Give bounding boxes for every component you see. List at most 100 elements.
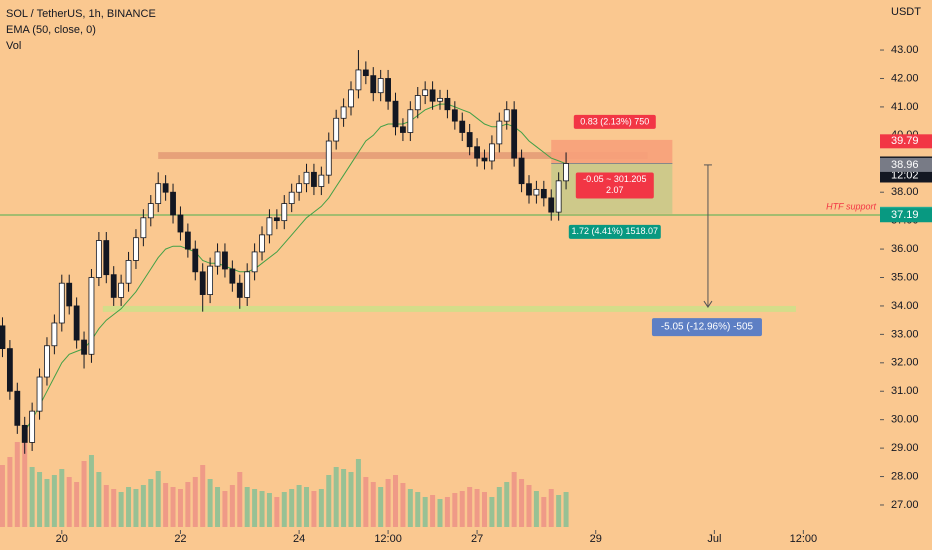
volume-bar xyxy=(259,491,265,527)
candle-body xyxy=(311,171,317,187)
candle-body xyxy=(362,69,369,77)
stop-zone xyxy=(551,139,673,164)
y-tick-label: 27.00 xyxy=(891,499,919,511)
volume-bar xyxy=(467,487,473,527)
volume-bar xyxy=(526,485,532,527)
candle-body xyxy=(170,191,176,216)
candle-body xyxy=(125,260,132,284)
volume-bar xyxy=(51,475,57,527)
volume-bar xyxy=(29,467,35,527)
volume-bar xyxy=(118,492,124,527)
target-label: 1.72 (4.41%) 1518.07 xyxy=(572,226,659,236)
htf-support-label: HTF support xyxy=(826,201,876,211)
price-label-box xyxy=(880,157,932,172)
candle-body xyxy=(489,143,495,162)
candle-body xyxy=(88,277,95,355)
candle-body xyxy=(14,390,21,426)
volume-bar xyxy=(7,457,13,527)
volume-bar xyxy=(185,482,191,527)
candle-body xyxy=(451,109,458,122)
candle-body xyxy=(333,117,340,142)
volume-bar xyxy=(370,482,376,527)
volume-bar xyxy=(444,497,450,527)
y-tick-label: 36.00 xyxy=(891,243,919,255)
candle-body xyxy=(555,180,562,213)
candle-body xyxy=(414,95,421,111)
candle-body xyxy=(370,75,377,94)
volume-bar xyxy=(459,491,465,527)
volume-bar xyxy=(0,465,5,527)
volume-bar xyxy=(326,475,332,527)
candle-body xyxy=(236,282,243,298)
candle-body xyxy=(392,100,399,128)
volume-bar xyxy=(244,487,250,527)
candle-body xyxy=(44,345,50,378)
volume-bar xyxy=(289,489,295,527)
volume-bar xyxy=(519,479,525,527)
y-tick-label: 30.00 xyxy=(891,414,919,426)
price-label-box xyxy=(880,134,932,149)
candle-body xyxy=(429,89,436,102)
candle-body xyxy=(184,231,191,250)
volume-bar xyxy=(474,489,480,527)
candle-body xyxy=(73,305,80,341)
volume-bar xyxy=(281,492,287,527)
candle-body xyxy=(422,89,429,96)
candle-body xyxy=(459,120,466,133)
volume-bar xyxy=(44,479,50,527)
y-tick-label: 34.00 xyxy=(891,300,919,312)
candle-body xyxy=(444,97,451,111)
volume-bar xyxy=(437,499,443,527)
volume-bar xyxy=(481,492,487,527)
candle-body xyxy=(177,214,184,233)
x-tick-label: 22 xyxy=(174,533,186,545)
volume-bar xyxy=(170,487,176,527)
y-tick-label: 35.00 xyxy=(891,271,919,283)
pnl-label: 2.07 xyxy=(606,185,624,195)
volume-bar xyxy=(496,487,502,527)
candle-body xyxy=(303,171,310,185)
candle-body xyxy=(214,251,221,267)
y-tick-label: 43.00 xyxy=(891,44,919,56)
volume-bar xyxy=(37,472,43,527)
y-tick-label: 42.00 xyxy=(891,72,919,84)
candle-body xyxy=(162,183,169,193)
volume-bar xyxy=(504,482,510,527)
volume-bar xyxy=(489,497,495,527)
candle-body xyxy=(526,183,532,196)
volume-bar xyxy=(222,491,228,527)
countdown-label: 12:02 xyxy=(891,169,919,181)
candle-body xyxy=(355,69,362,91)
volume-bar xyxy=(341,469,347,527)
volume-bar xyxy=(133,489,139,527)
x-tick-label: 12:00 xyxy=(374,533,402,545)
measure-label: -5.05 (-12.96%) -505 xyxy=(661,322,754,333)
y-tick-label: 29.00 xyxy=(891,442,919,454)
volume-bar xyxy=(163,483,169,527)
volume-bar xyxy=(140,485,146,527)
candle-body xyxy=(518,157,525,185)
candle-body xyxy=(407,109,414,133)
candle-body xyxy=(533,188,540,196)
pnl-label-box xyxy=(575,172,654,199)
candle-body xyxy=(385,78,391,102)
candle-body xyxy=(474,146,480,159)
volume-bar xyxy=(400,483,406,527)
stop-label: 0.83 (2.13%) 750 xyxy=(580,116,649,126)
candle-body xyxy=(66,282,73,307)
candle-body xyxy=(466,132,473,148)
candle-body xyxy=(540,188,547,199)
candle-body xyxy=(273,217,280,222)
candle-body xyxy=(400,126,406,133)
volume-bar xyxy=(363,477,369,527)
candle-body xyxy=(340,106,347,119)
candle-body xyxy=(548,197,555,213)
volume-bar xyxy=(148,479,154,527)
candle-body xyxy=(118,282,125,298)
candle-body xyxy=(6,348,13,392)
volume-bar xyxy=(378,487,384,527)
candle-body xyxy=(155,183,162,204)
y-tick-label: 28.00 xyxy=(891,470,919,482)
volume-bar xyxy=(556,495,562,527)
volume-bar xyxy=(452,493,458,527)
